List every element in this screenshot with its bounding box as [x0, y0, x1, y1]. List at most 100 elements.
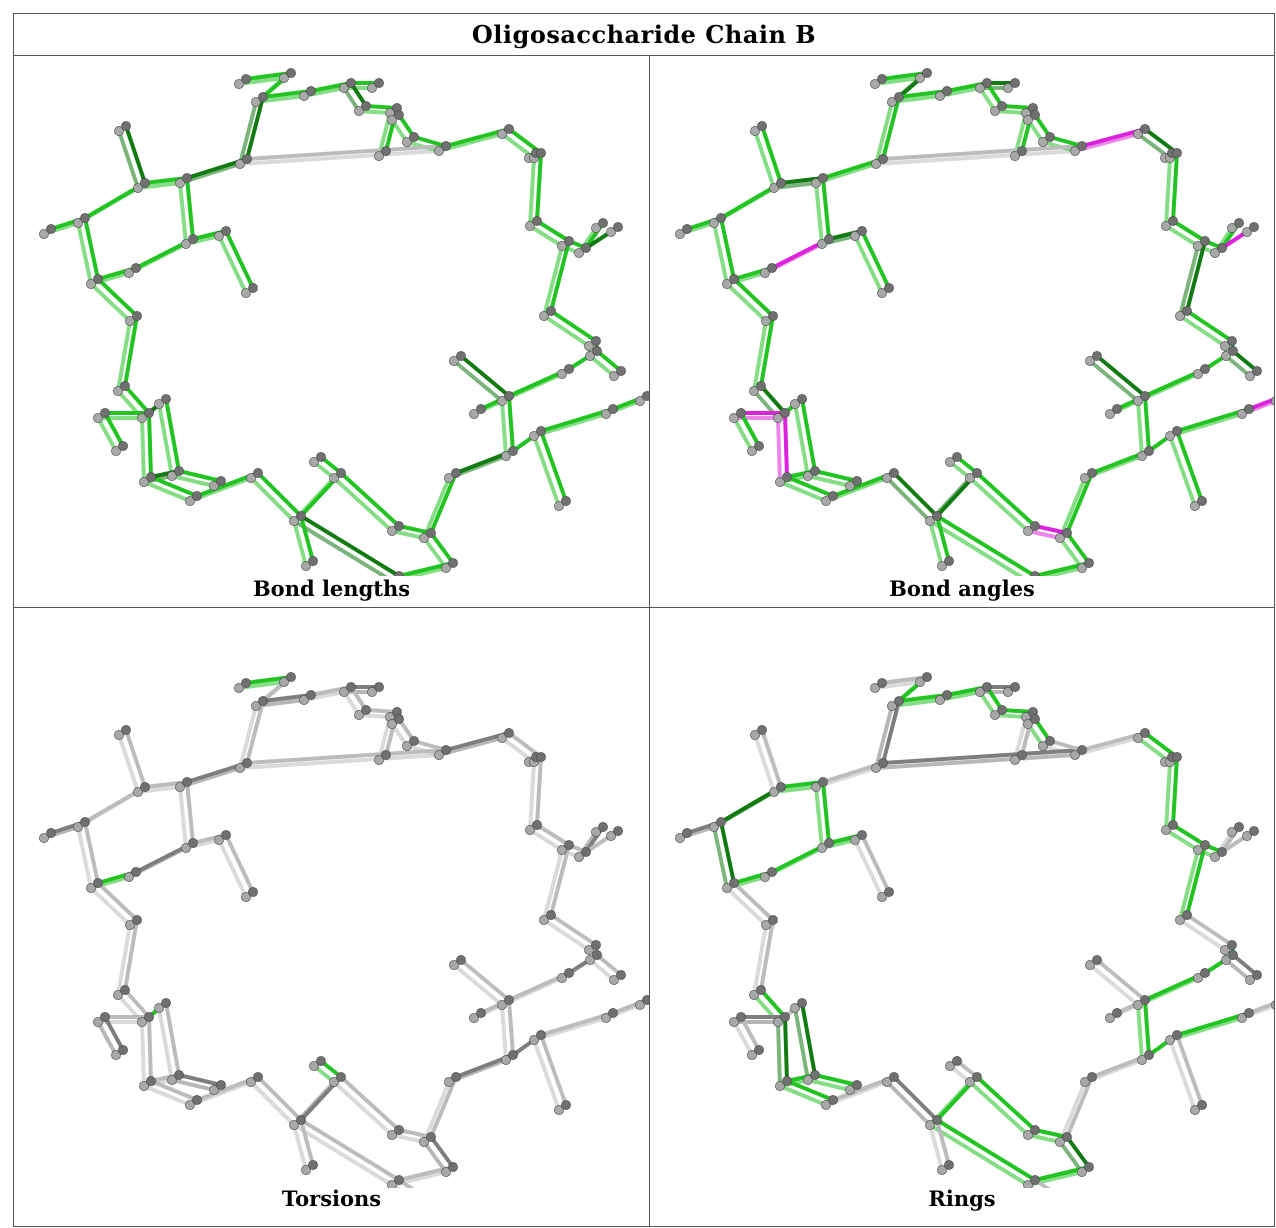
atom [235, 763, 245, 773]
bond [157, 402, 174, 478]
atom [803, 1075, 813, 1085]
atom [608, 404, 618, 414]
atom [46, 828, 56, 838]
atom [817, 843, 827, 853]
atom [1252, 366, 1262, 376]
atom [1010, 755, 1020, 765]
bond [332, 1080, 394, 1137]
bond [719, 820, 736, 885]
atom [1085, 960, 1095, 970]
atom [73, 218, 83, 228]
atom [381, 750, 391, 760]
atom [444, 1077, 454, 1087]
molecule-view-bond-lengths [39, 68, 649, 576]
atom [1182, 910, 1192, 920]
bond [299, 1118, 315, 1167]
bond [881, 144, 1084, 161]
atom [1077, 745, 1087, 755]
bond [185, 176, 195, 241]
atom [1172, 752, 1182, 762]
bond [245, 748, 448, 765]
atom [944, 556, 954, 566]
atom [761, 316, 771, 326]
bond [147, 411, 153, 479]
atom [93, 1017, 103, 1027]
atom [616, 970, 626, 980]
bond [800, 397, 817, 473]
atom [508, 446, 518, 456]
atom [286, 672, 296, 682]
atom [361, 705, 371, 715]
atom [131, 263, 141, 273]
atom [716, 817, 726, 827]
bond [292, 519, 308, 568]
bond [885, 476, 932, 523]
atom [1045, 736, 1055, 746]
bond [1175, 1011, 1251, 1037]
atom [381, 146, 391, 156]
atom [451, 468, 461, 478]
bond [753, 733, 776, 794]
atom [990, 106, 1000, 116]
atom [965, 1077, 975, 1087]
atom [803, 471, 813, 481]
atom [1137, 451, 1147, 461]
row-divider [14, 607, 1274, 608]
bond [1185, 843, 1207, 917]
caption-rings: Rings [928, 1186, 996, 1211]
atom [1023, 1180, 1033, 1188]
atom [1193, 973, 1203, 983]
atom [564, 968, 574, 978]
atom [729, 413, 739, 423]
atom [601, 409, 611, 419]
atom [536, 426, 546, 436]
atom [1172, 148, 1182, 158]
bond [1185, 913, 1234, 947]
atom [161, 394, 171, 404]
bond [429, 531, 455, 565]
panel-bond-lengths: Bond lengths [14, 56, 649, 607]
bond [89, 282, 132, 323]
atom [1217, 243, 1227, 253]
atom [1077, 1167, 1087, 1177]
atom [810, 1070, 820, 1080]
atom [289, 516, 299, 526]
bond [429, 471, 458, 535]
bond [147, 1015, 153, 1083]
atom [309, 457, 319, 467]
atom [279, 677, 289, 687]
atom [852, 1080, 862, 1090]
atom [585, 351, 595, 361]
bond [874, 149, 1077, 166]
atom [167, 471, 177, 481]
bond [256, 471, 303, 518]
bond [821, 780, 831, 845]
bond [539, 1011, 615, 1037]
bond [142, 1084, 192, 1107]
atom [1010, 151, 1020, 161]
bond [96, 416, 118, 453]
bond [185, 780, 195, 845]
atom [113, 386, 123, 396]
atom [214, 835, 224, 845]
atom [852, 476, 862, 486]
bond [549, 309, 598, 343]
bond [170, 1078, 216, 1092]
bond [1247, 397, 1274, 411]
atom [877, 288, 887, 298]
molecule-view-rings [675, 672, 1274, 1188]
bond [549, 913, 598, 947]
atom [1245, 371, 1255, 381]
atom [1133, 1000, 1143, 1010]
atom [296, 511, 306, 521]
atom [754, 1045, 764, 1055]
panel-torsions: Torsions [14, 608, 649, 1226]
bond [892, 471, 939, 518]
bond [339, 471, 401, 528]
atom [426, 528, 436, 538]
bond [928, 1123, 1030, 1187]
atom [845, 1085, 855, 1095]
atom [850, 231, 860, 241]
atom [773, 413, 783, 423]
atom [118, 441, 128, 451]
